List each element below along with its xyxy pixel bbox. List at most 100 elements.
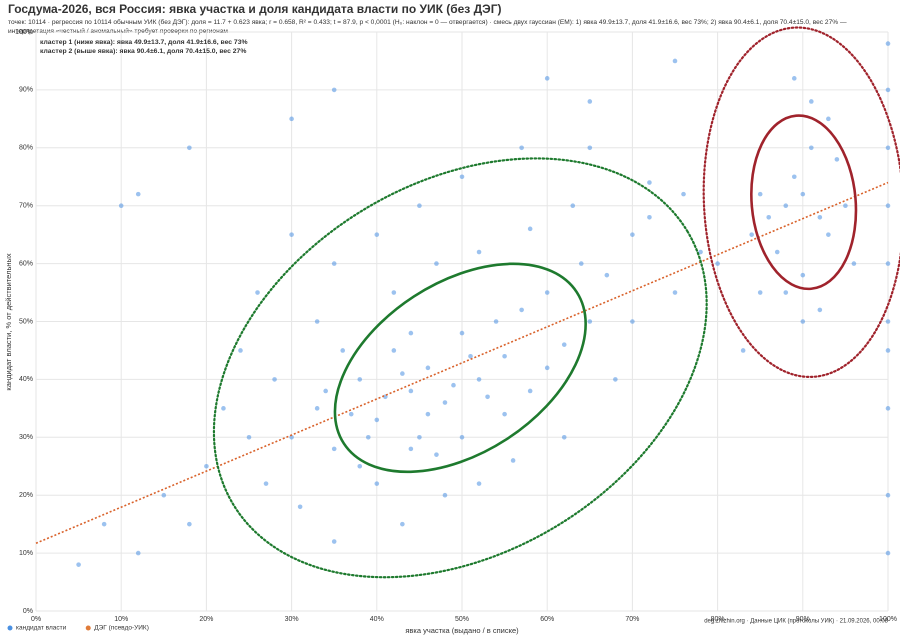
data-point [502,411,507,417]
legend-label: ДЭГ (псевдо-УИК) [94,625,149,632]
data-point [340,348,346,353]
data-point [374,232,380,237]
data-point [885,261,891,266]
data-point [400,521,405,527]
y-tick-label: 20% [19,492,33,499]
data-point [544,76,550,81]
data-point [817,214,823,220]
data-point [476,249,482,255]
data-point [527,388,533,394]
data-point [374,417,380,423]
data-point [851,261,857,266]
data-point [630,232,635,237]
data-point [587,145,593,151]
data-point [749,232,754,237]
data-point [417,435,422,440]
y-tick-label: 40% [19,376,33,383]
data-point [783,203,789,208]
data-point [809,145,814,151]
data-point [425,411,431,417]
data-point [238,348,243,353]
data-point [391,290,397,295]
cluster-ellipse [750,114,858,291]
data-point [800,272,806,278]
data-point [698,249,703,255]
data-point [587,319,593,324]
data-point [826,116,831,122]
data-point [400,371,405,376]
data-point [630,319,635,324]
data-point [246,435,252,440]
data-point [502,353,507,359]
cluster-ellipse [333,262,587,474]
data-point [161,492,167,498]
x-tick-label: 80% [711,616,725,623]
y-tick-label: 70% [19,203,33,210]
data-point [323,388,328,394]
data-point [587,99,593,104]
data-point [451,382,456,388]
data-point [331,87,337,93]
x-tick-label: 20% [199,616,213,623]
chart-title: Госдума-2026, вся Россия: явка участка и… [8,2,502,16]
source: deg.zhizhin.org · Данные ЦИК (протоколы … [704,619,888,625]
data-point [715,261,720,266]
y-tick-label: 90% [19,87,33,94]
data-point [885,550,891,556]
data-point [740,348,746,353]
data-point [757,191,763,197]
data-point [408,330,414,336]
data-point [459,435,465,440]
x-tick-label: 10% [114,616,128,623]
y-tick-label: 50% [19,318,33,325]
data-point [459,330,465,336]
data-point [442,492,448,498]
data-point [289,116,294,122]
data-point [442,400,448,405]
x-axis-label: явка участка (выдано / в списке) [405,626,519,635]
data-point [314,319,320,324]
data-point [493,319,499,324]
data-point [289,232,294,237]
data-point [757,290,763,295]
data-point [672,58,678,64]
data-point [783,290,789,295]
data-point [578,261,584,266]
data-point [221,406,226,411]
x-tick-label: 40% [370,616,384,623]
data-point [561,342,567,347]
data-point [885,406,891,411]
subtitle: точек: 10114 · регрессия по 10114 обычны… [8,18,847,26]
data-point [774,249,780,255]
x-tick-label: 0% [31,616,41,623]
data-point [417,203,422,208]
data-point [468,353,473,359]
data-point [647,180,652,185]
data-point [527,226,533,232]
data-point [885,145,891,151]
data-point [519,307,524,313]
data-point [408,446,414,452]
y-tick-label: 10% [19,550,33,557]
data-point [357,377,363,382]
data-point [408,388,414,394]
data-point [604,272,610,278]
x-tick-label: 30% [285,616,299,623]
data-point [791,174,797,180]
data-point [314,406,320,411]
data-point [885,319,891,324]
cluster-label: кластер 1 (ниже явка): явка 49.9±13.7, д… [40,39,248,46]
data-point [374,481,380,486]
data-point [76,562,81,567]
data-point [570,203,576,208]
data-point [187,145,192,151]
x-tick-label: 60% [540,616,554,623]
x-tick-label: 70% [625,616,639,623]
x-tick-label: 90% [796,616,810,623]
data-point [843,203,848,208]
legend-marker [85,625,91,631]
data-point [885,41,891,46]
data-point [519,145,524,151]
cluster-label: кластер 2 (выше явка): явка 90.4±6.1, до… [40,48,246,55]
data-point [476,377,482,382]
